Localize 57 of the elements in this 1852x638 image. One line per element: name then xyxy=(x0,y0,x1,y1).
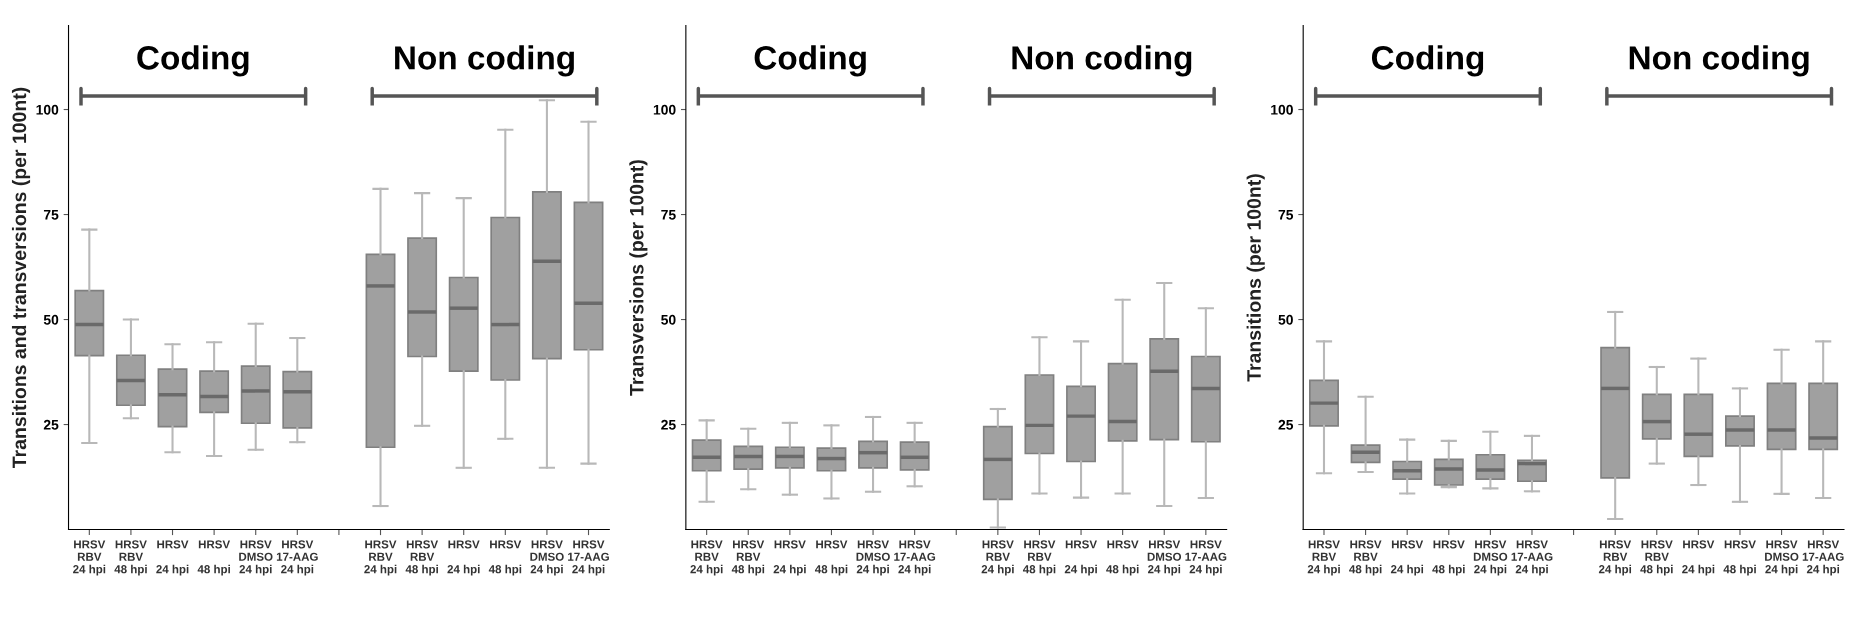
category-label: HRSV 48 hpi xyxy=(1723,540,1756,576)
x-tick-label: HRSV 17-AAG 24 hpi xyxy=(1511,540,1553,576)
x-tick-label: HRSV RBV 24 hpi xyxy=(981,540,1014,576)
y-axis-title: Transitions (per 100nt) xyxy=(1246,174,1265,382)
x-tick-label: HRSV RBV 48 hpi xyxy=(1022,540,1056,576)
x-tick-label: HRSV 17-AAG 24 hpi xyxy=(568,540,609,576)
x-tick-label: HRSV DMSO 24 hpi xyxy=(1147,540,1182,576)
x-tick-label: HRSV DMSO 24 hpi xyxy=(1473,540,1508,576)
x-tick-label: HRSV DMSO 24 hpi xyxy=(856,540,890,576)
annotation: Non coding xyxy=(1629,45,1809,77)
x-tick-label: HRSV 17-AAG 24 hpi xyxy=(1185,540,1227,576)
category-label: HRSV 48 hpi xyxy=(488,540,522,576)
x-tick-label: HRSV RBV 48 hpi xyxy=(1640,540,1673,576)
annotation: Coding xyxy=(754,45,866,77)
category-label: HRSV 48 hpi xyxy=(1432,540,1465,576)
x-tick-label: HRSV 17-AAG 24 hpi xyxy=(1802,540,1844,576)
category-label: HRSV 24 hpi xyxy=(1064,540,1097,576)
y-tick-label: 50 xyxy=(43,314,59,325)
category-label: HRSV 48 hpi xyxy=(814,540,848,576)
y-tick-label: 75 xyxy=(1278,210,1294,220)
x-tick-label: HRSV RBV 24 hpi xyxy=(690,540,723,576)
x-tick-label: HRSV RBV 24 hpi xyxy=(364,540,397,576)
x-tick-label: HRSV RBV 48 hpi xyxy=(405,540,439,576)
annotation: Non coding xyxy=(395,45,574,77)
annotation: Coding xyxy=(1371,45,1484,77)
annotation: Non coding xyxy=(1012,45,1192,77)
y-tick-label: 100 xyxy=(1271,104,1293,115)
x-tick-label: HRSV RBV 48 hpi xyxy=(731,540,765,576)
x-tick-label: HRSV RBV 24 hpi xyxy=(73,540,106,576)
annotation: Coding xyxy=(137,45,249,77)
y-tick-label: 75 xyxy=(43,210,59,220)
category-label: HRSV 48 hpi xyxy=(197,540,231,576)
x-tick-label: HRSV 17-AAG 24 hpi xyxy=(894,540,936,576)
category-label: HRSV 24 hpi xyxy=(447,540,480,576)
category-label: HRSV 24 hpi xyxy=(1682,540,1715,576)
y-axis-title: Transversions (per 100nt) xyxy=(629,160,648,396)
x-tick-label: HRSV RBV 24 hpi xyxy=(1307,540,1340,576)
x-tick-label: HRSV 17-AAG 24 hpi xyxy=(276,540,318,576)
x-tick-label: HRSV RBV 48 hpi xyxy=(1349,540,1382,576)
x-tick-label: HRSV RBV 24 hpi xyxy=(1598,540,1632,576)
x-tick-label: HRSV DMSO 24 hpi xyxy=(530,540,564,576)
x-tick-label: HRSV DMSO 24 hpi xyxy=(1765,540,1799,576)
y-tick-label: 25 xyxy=(43,419,59,430)
y-tick-label: 50 xyxy=(661,314,676,325)
x-tick-label: HRSV DMSO 24 hpi xyxy=(239,540,273,576)
x-tick-label: HRSV RBV 48 hpi xyxy=(114,540,147,576)
category-label: HRSV 48 hpi xyxy=(1106,540,1139,576)
category-label: HRSV 24 hpi xyxy=(1390,540,1424,576)
y-tick-label: 50 xyxy=(1278,314,1293,325)
y-tick-label: 25 xyxy=(1278,419,1294,430)
y-tick-label: 25 xyxy=(661,419,676,430)
category-label: HRSV 24 hpi xyxy=(773,540,806,576)
y-axis-title: Transitions and transversions (per 100nt) xyxy=(11,87,31,469)
y-tick-label: 75 xyxy=(661,210,676,220)
y-tick-label: 100 xyxy=(653,104,676,115)
y-tick-label: 100 xyxy=(36,104,59,115)
category-label: HRSV 24 hpi xyxy=(156,540,189,576)
